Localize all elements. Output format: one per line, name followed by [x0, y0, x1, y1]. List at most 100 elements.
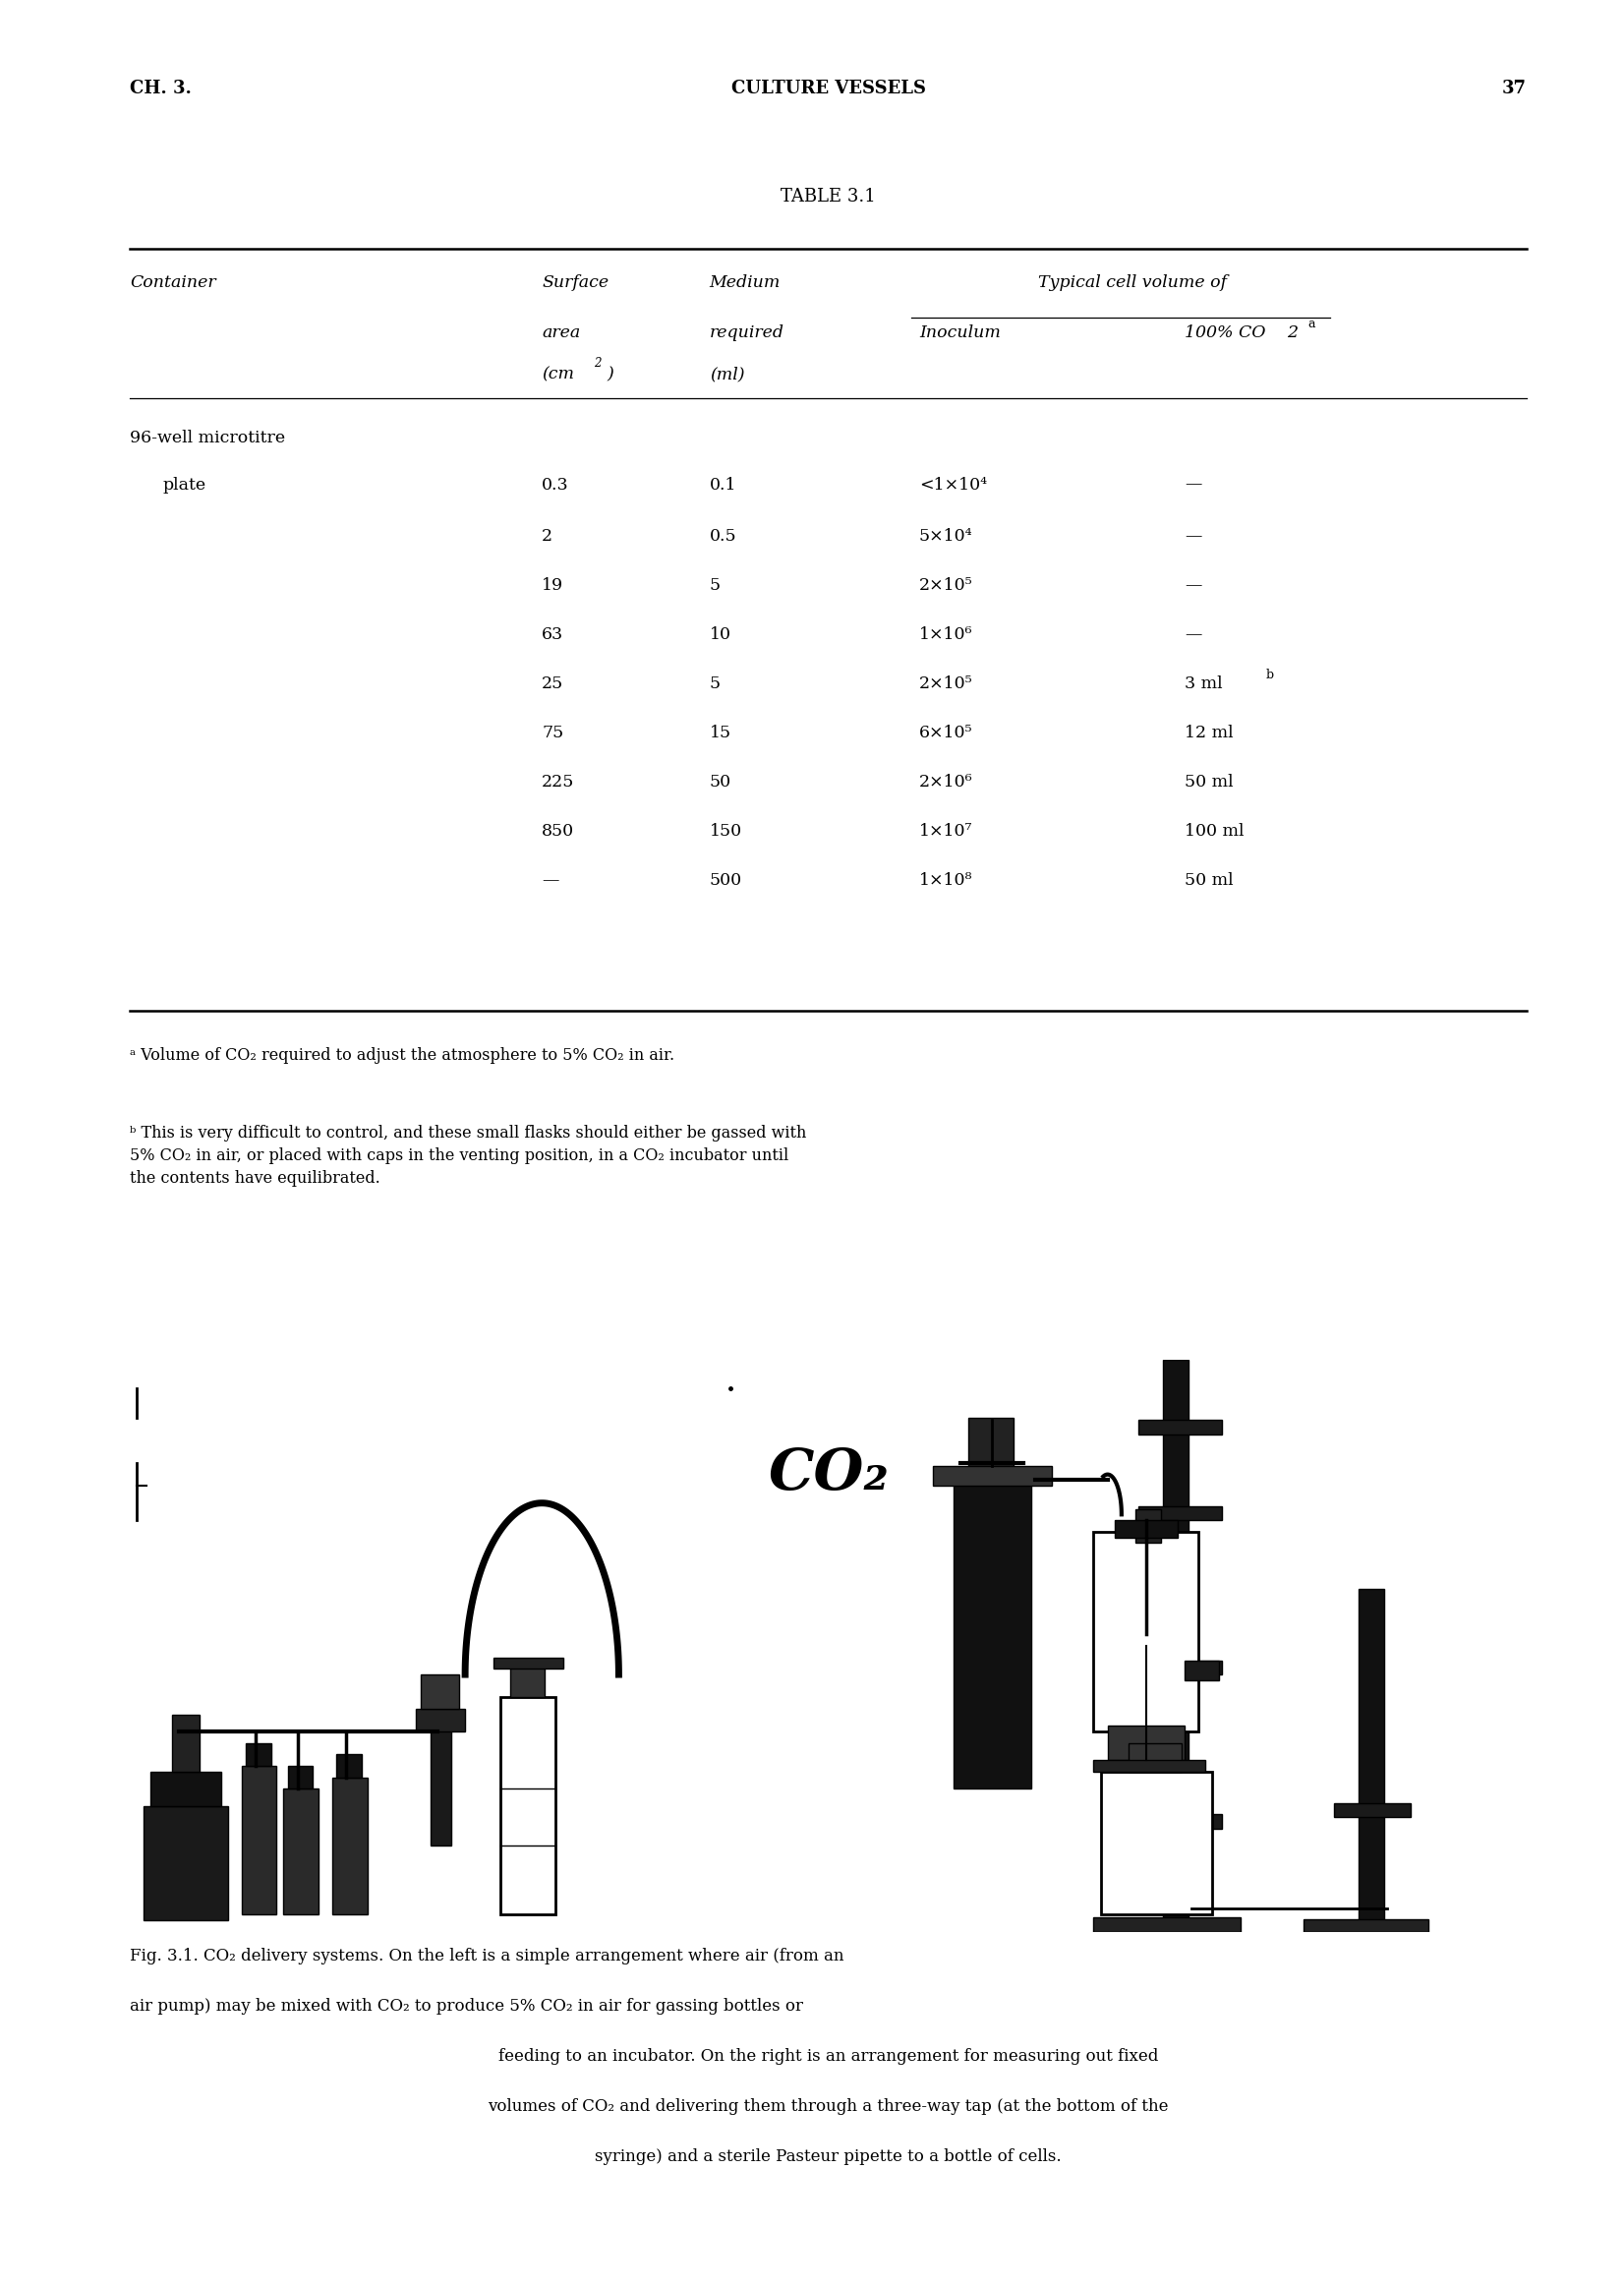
Text: 0.5: 0.5: [710, 528, 737, 544]
Bar: [1302, 1920, 1429, 1932]
Bar: [1129, 1742, 1182, 1772]
Bar: [932, 1465, 1052, 1486]
Text: 850: 850: [542, 823, 575, 839]
Bar: [1093, 1532, 1199, 1733]
Bar: [1163, 1360, 1189, 1932]
Text: —: —: [1184, 475, 1202, 494]
Bar: [1101, 1772, 1212, 1916]
Text: 2: 2: [542, 528, 552, 544]
Text: 5×10⁴: 5×10⁴: [919, 528, 973, 544]
Text: 2: 2: [1286, 325, 1298, 341]
Text: 19: 19: [542, 576, 564, 594]
Text: —: —: [1184, 528, 1202, 544]
Text: 2: 2: [594, 357, 601, 370]
Bar: [500, 1696, 555, 1916]
Text: a: a: [1307, 318, 1315, 331]
Bar: [1108, 1726, 1184, 1760]
Bar: [1184, 1660, 1220, 1680]
Text: 50 ml: 50 ml: [1184, 773, 1233, 791]
Bar: [1114, 1520, 1177, 1536]
Bar: [245, 1742, 271, 1765]
Bar: [145, 1806, 227, 1920]
Text: 15: 15: [710, 725, 731, 741]
Text: 1×10⁷: 1×10⁷: [919, 823, 973, 839]
Text: —: —: [542, 871, 559, 889]
Text: 37: 37: [1502, 80, 1527, 98]
Bar: [287, 1765, 313, 1788]
Bar: [1138, 1815, 1223, 1829]
Text: 50 ml: 50 ml: [1184, 871, 1233, 889]
Text: 5: 5: [710, 674, 721, 693]
Text: feeding to an incubator. On the right is an arrangement for measuring out fixed: feeding to an incubator. On the right is…: [499, 2048, 1158, 2064]
Text: Typical cell volume of: Typical cell volume of: [1038, 274, 1228, 290]
Text: 5: 5: [710, 576, 721, 594]
Text: (ml): (ml): [710, 366, 744, 382]
Bar: [1138, 1420, 1223, 1436]
Text: Surface: Surface: [542, 274, 609, 290]
Text: 100 ml: 100 ml: [1184, 823, 1244, 839]
Bar: [242, 1765, 276, 1916]
Text: 63: 63: [542, 626, 564, 642]
Bar: [416, 1710, 464, 1733]
Text: area: area: [542, 325, 580, 341]
Text: —: —: [1184, 576, 1202, 594]
Text: 2×10⁶: 2×10⁶: [919, 773, 973, 791]
Text: 12 ml: 12 ml: [1184, 725, 1233, 741]
Bar: [172, 1714, 200, 1772]
Bar: [1333, 1804, 1411, 1817]
Bar: [1093, 1760, 1205, 1772]
Text: 1×10⁸: 1×10⁸: [919, 871, 973, 889]
Bar: [430, 1703, 451, 1847]
Text: 50: 50: [710, 773, 731, 791]
Bar: [421, 1673, 460, 1710]
Bar: [1138, 1506, 1223, 1520]
Text: 1×10⁶: 1×10⁶: [919, 626, 973, 642]
Bar: [1135, 1509, 1161, 1543]
Text: b: b: [1265, 668, 1273, 681]
Bar: [333, 1779, 367, 1916]
Text: 25: 25: [542, 674, 564, 693]
Text: ): ): [607, 366, 614, 382]
Bar: [1093, 1918, 1241, 1932]
Text: CH. 3.: CH. 3.: [130, 80, 192, 98]
Text: 100% CO: 100% CO: [1184, 325, 1265, 341]
Text: 0.3: 0.3: [542, 475, 568, 494]
Bar: [953, 1474, 1031, 1788]
Bar: [1138, 1660, 1223, 1673]
Text: Inoculum: Inoculum: [919, 325, 1000, 341]
Text: —: —: [1184, 626, 1202, 642]
Text: Fig. 3.1. CO₂ delivery systems. On the left is a simple arrangement where air (f: Fig. 3.1. CO₂ delivery systems. On the l…: [130, 1948, 844, 1964]
Text: Medium: Medium: [710, 274, 781, 290]
Bar: [510, 1666, 544, 1696]
Text: TABLE 3.1: TABLE 3.1: [781, 187, 875, 206]
Bar: [151, 1772, 221, 1806]
Text: 0.1: 0.1: [710, 475, 737, 494]
Text: 6×10⁵: 6×10⁵: [919, 725, 973, 741]
Text: 2×10⁵: 2×10⁵: [919, 674, 973, 693]
Text: <1×10⁴: <1×10⁴: [919, 475, 987, 494]
Text: syringe) and a sterile Pasteur pipette to a bottle of cells.: syringe) and a sterile Pasteur pipette t…: [594, 2149, 1062, 2165]
Text: 3 ml: 3 ml: [1184, 674, 1223, 693]
Text: required: required: [710, 325, 784, 341]
Text: 2×10⁵: 2×10⁵: [919, 576, 973, 594]
Bar: [284, 1788, 318, 1916]
Text: 96-well microtitre: 96-well microtitre: [130, 430, 286, 446]
Text: volumes of CO₂ and delivering them through a three-way tap (at the bottom of the: volumes of CO₂ and delivering them throu…: [487, 2099, 1169, 2115]
Text: CO₂: CO₂: [768, 1447, 888, 1502]
Text: CULTURE VESSELS: CULTURE VESSELS: [731, 80, 926, 98]
Text: 75: 75: [542, 725, 564, 741]
Text: air pump) may be mixed with CO₂ to produce 5% CO₂ in air for gassing bottles or: air pump) may be mixed with CO₂ to produ…: [130, 1998, 804, 2014]
Bar: [336, 1756, 362, 1779]
Bar: [1359, 1589, 1384, 1932]
Text: 500: 500: [710, 871, 742, 889]
Bar: [494, 1657, 564, 1669]
Text: 10: 10: [710, 626, 731, 642]
Text: ᵇ This is very difficult to control, and these small flasks should either be gas: ᵇ This is very difficult to control, and…: [130, 1125, 807, 1186]
Text: ᵃ Volume of CO₂ required to adjust the atmosphere to 5% CO₂ in air.: ᵃ Volume of CO₂ required to adjust the a…: [130, 1047, 674, 1063]
Text: (cm: (cm: [542, 366, 575, 382]
Bar: [968, 1417, 1013, 1474]
Text: 225: 225: [542, 773, 575, 791]
Text: 150: 150: [710, 823, 742, 839]
Text: Container: Container: [130, 274, 216, 290]
Text: plate: plate: [162, 475, 206, 494]
